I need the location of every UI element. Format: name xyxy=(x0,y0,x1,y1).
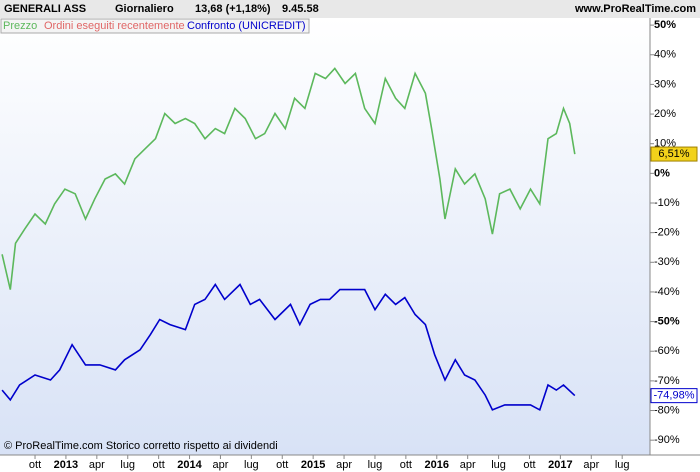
x-tick-label: ott xyxy=(153,459,165,471)
y-tick-label: -10% xyxy=(654,197,680,209)
header-bar xyxy=(0,0,700,18)
y-tick-label: -50% xyxy=(654,315,680,327)
legend-entry: Prezzo xyxy=(3,20,37,32)
last-value-label: 6,51% xyxy=(658,148,689,160)
y-tick-label: 40% xyxy=(654,49,676,61)
x-tick-label: apr xyxy=(212,459,228,471)
y-tick-label: 0% xyxy=(654,167,670,179)
x-tick-label: lug xyxy=(244,459,259,471)
x-tick-label: lug xyxy=(491,459,506,471)
y-tick-label: -40% xyxy=(654,286,680,298)
quote: 13,68 (+1,18%) xyxy=(195,3,271,15)
series-line xyxy=(1,67,576,290)
footer: © ProRealTime.com Storico corretto rispe… xyxy=(4,440,278,452)
y-tick-label: -60% xyxy=(654,345,680,357)
last-value-label: -74,98% xyxy=(654,390,695,402)
x-tick-label: ott xyxy=(29,459,41,471)
time: 9.45.58 xyxy=(282,3,319,15)
title: GENERALI ASS xyxy=(4,3,86,15)
y-tick-label: 20% xyxy=(654,108,676,120)
plot-area xyxy=(0,18,650,455)
y-tick-label: -20% xyxy=(654,227,680,239)
legend-box xyxy=(0,18,310,34)
legend-entry: Confronto (UNICREDIT) xyxy=(187,20,306,32)
x-tick-label: apr xyxy=(460,459,476,471)
legend-entry: Ordini eseguiti recentemente xyxy=(44,20,185,32)
y-tick-label: 50% xyxy=(654,19,676,31)
x-tick-label: apr xyxy=(583,459,599,471)
x-tick-label: 2015 xyxy=(301,459,325,471)
y-tick-label: -80% xyxy=(654,404,680,416)
last-value-box xyxy=(650,388,698,404)
x-tick-label: lug xyxy=(368,459,383,471)
x-tick-label: apr xyxy=(89,459,105,471)
x-tick-label: 2013 xyxy=(54,459,78,471)
site: www.ProRealTime.com xyxy=(574,3,696,15)
series-line xyxy=(1,283,576,412)
x-tick-label: ott xyxy=(400,459,412,471)
y-tick-label: -30% xyxy=(654,256,680,268)
period: Giornaliero xyxy=(115,3,174,15)
x-tick-label: lug xyxy=(120,459,135,471)
y-tick-label: -70% xyxy=(654,375,680,387)
y-tick-label: 30% xyxy=(654,78,676,90)
x-tick-label: 2016 xyxy=(425,459,449,471)
x-tick-label: lug xyxy=(615,459,630,471)
x-tick-label: ott xyxy=(276,459,288,471)
x-tick-label: ott xyxy=(523,459,535,471)
last-value-box xyxy=(650,146,698,162)
y-tick-label: -90% xyxy=(654,434,680,446)
x-tick-label: 2017 xyxy=(548,459,572,471)
x-tick-label: apr xyxy=(336,459,352,471)
x-tick-label: 2014 xyxy=(177,459,202,471)
